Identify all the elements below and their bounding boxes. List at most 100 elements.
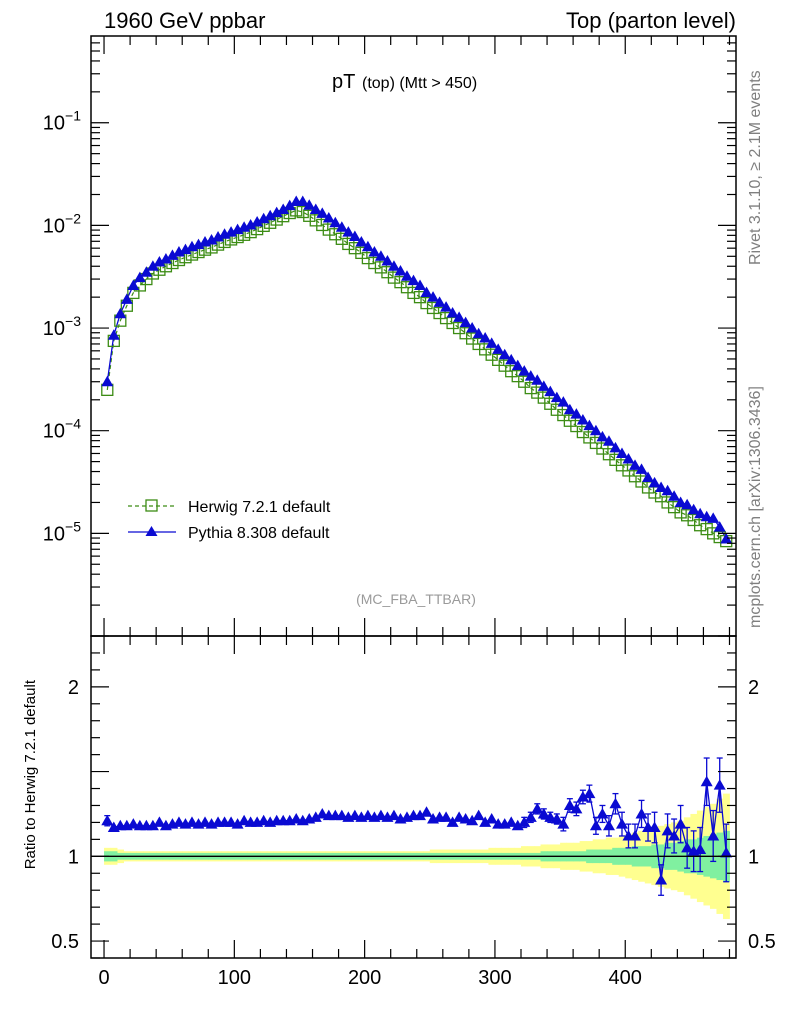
- ratio-y-tick-label: 0.5: [51, 931, 79, 953]
- x-tick-label: 400: [609, 967, 642, 989]
- ratio-pythia-point: [609, 797, 622, 809]
- x-tick-label: 0: [98, 967, 109, 989]
- pythia-point: [602, 435, 615, 446]
- ratio-pythia-point: [146, 819, 159, 831]
- ratio-pythia-point: [583, 787, 596, 799]
- pythia-point: [107, 329, 120, 340]
- ratio-pythia-point: [668, 829, 681, 841]
- pythia-point: [414, 279, 427, 290]
- pythia-point: [309, 203, 322, 214]
- ratio-pythia-point: [485, 813, 498, 824]
- main-plot-panel: 10−5 10−4 10−3 10−2 10−1 pT (top) (Mtt > 450…: [43, 35, 737, 637]
- pythia-point: [146, 260, 159, 271]
- main-y-tick-label: 10−1: [43, 108, 81, 135]
- ratio-pythia-point: [707, 829, 720, 841]
- ratio-pythia-point: [563, 799, 576, 810]
- herwig-point: [322, 223, 335, 236]
- ratio-pythia-point: [420, 806, 433, 817]
- pythia-point: [668, 490, 681, 501]
- ratio-pythia-point: [472, 809, 485, 821]
- main-y-tick-label: 10−2: [43, 210, 81, 237]
- pythia-point: [114, 307, 127, 319]
- herwig-point: [329, 228, 342, 241]
- pythia-point: [563, 403, 576, 415]
- pythia-point: [387, 260, 400, 271]
- herwig-line: [106, 209, 727, 542]
- pythia-point: [368, 246, 381, 257]
- ratio-y-tick-label-right: 0.5: [748, 931, 776, 953]
- pythia-point: [511, 359, 524, 371]
- pythia-point: [101, 375, 114, 387]
- ratio-pythia-point: [576, 791, 589, 802]
- pythia-point: [570, 408, 583, 419]
- pythia-point: [557, 396, 570, 407]
- pythia-point: [264, 209, 277, 221]
- pythia-point: [342, 226, 355, 237]
- pythia-point: [120, 293, 133, 304]
- pythia-point: [277, 203, 290, 214]
- pythia-point: [355, 235, 368, 247]
- ratio-y-tick-label-right: 1: [748, 846, 759, 868]
- ratio-pythia-point: [557, 818, 570, 829]
- pythia-point: [642, 471, 655, 483]
- analysis-watermark: (MC_FBA_TTBAR): [356, 591, 476, 607]
- ratio-pythia-point: [466, 814, 479, 826]
- ratio-pythia-point: [531, 802, 544, 814]
- pythia-point: [296, 195, 309, 206]
- pythia-point: [133, 271, 146, 283]
- legend: Herwig 7.2.1 default Pythia 8.308 defaul…: [128, 499, 331, 542]
- ratio-pythia-point: [694, 843, 707, 855]
- herwig-point: [387, 271, 401, 284]
- pythia-point: [433, 296, 446, 307]
- herwig-point: [407, 286, 420, 300]
- pythia-point: [257, 212, 270, 224]
- pythia-point: [694, 507, 707, 519]
- pythia-point: [498, 348, 511, 360]
- ratio-pythia-point: [524, 811, 537, 822]
- herwig-point: [661, 496, 674, 509]
- herwig-point: [518, 375, 531, 388]
- pythia-point: [674, 496, 687, 507]
- pythia-point: [466, 322, 479, 333]
- pythia-point: [427, 291, 440, 302]
- pythia-point: [544, 385, 557, 397]
- legend-pythia-label: Pythia 8.308 default: [188, 525, 330, 542]
- ratio-y-axis-label: Ratio to Herwig 7.2.1 default: [22, 679, 39, 869]
- ratio-plot-panel: 0.5 0.5 1 1 2 2 0 100 200 300 400: [51, 635, 776, 989]
- header-right: Top (parton level): [566, 8, 736, 33]
- pythia-point: [127, 279, 140, 290]
- ratio-pythia-point: [309, 811, 322, 822]
- pythia-point: [681, 498, 694, 510]
- ratio-pythia-point: [615, 818, 628, 829]
- ratio-y-tick-label-right: 2: [748, 677, 759, 699]
- ratio-pythia-point: [153, 816, 166, 827]
- pythia-point: [622, 453, 635, 464]
- herwig-point: [374, 261, 388, 274]
- pythia-point: [316, 207, 329, 218]
- pythia-point: [251, 215, 264, 227]
- pythia-point: [192, 238, 205, 250]
- ratio-pythia-point: [387, 809, 400, 821]
- pythia-point: [440, 301, 453, 312]
- pythia-point: [166, 249, 179, 260]
- pythia-point: [459, 316, 472, 328]
- ratio-pythia-point: [479, 816, 492, 827]
- ratio-pythia-point: [537, 807, 550, 819]
- pythia-point: [661, 484, 674, 496]
- ratio-y-tick-label: 1: [68, 846, 79, 868]
- mcplots-label: mcplots.cern.ch [arXiv:1306.3436]: [747, 386, 764, 628]
- pythia-point: [713, 521, 726, 532]
- pythia-point: [518, 365, 531, 376]
- pythia-point: [179, 243, 192, 255]
- pythia-point: [348, 230, 361, 241]
- main-y-tick-label: 10−5: [43, 518, 81, 545]
- pythia-point: [394, 264, 407, 276]
- pythia-point: [635, 463, 648, 474]
- pythia-point: [420, 286, 433, 297]
- ratio-pythia-point: [655, 874, 668, 885]
- ratio-pythia-point: [674, 818, 687, 829]
- herwig-point: [348, 242, 362, 255]
- herwig-point: [524, 381, 537, 395]
- ratio-pythia-point: [596, 807, 609, 819]
